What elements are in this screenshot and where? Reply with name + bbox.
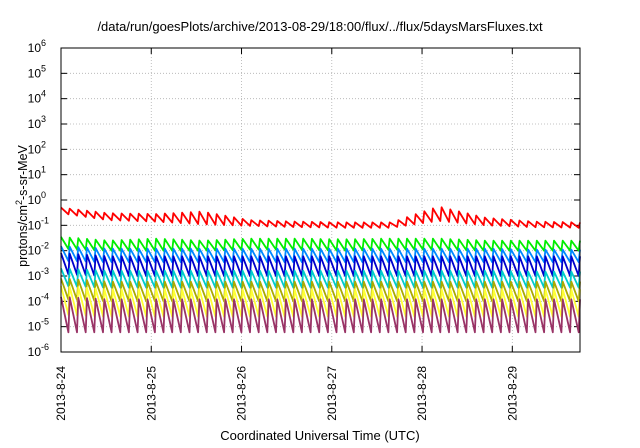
y-tick-label: 10 bbox=[28, 244, 42, 258]
y-tick-label: 10 bbox=[28, 218, 42, 232]
series-line-7 bbox=[60, 296, 581, 334]
y-tick-label: 10 bbox=[28, 117, 42, 131]
y-tick-label: 10 bbox=[28, 269, 42, 283]
series-line-6 bbox=[60, 285, 581, 318]
y-tick-label-exponent: -3 bbox=[41, 266, 49, 276]
y-tick-label: 10 bbox=[28, 92, 42, 106]
y-tick-label: 10 bbox=[28, 41, 42, 55]
y-tick-label: 10 bbox=[28, 294, 42, 308]
x-tick-label: 2013-8-29 bbox=[505, 366, 519, 421]
series-line-1 bbox=[60, 236, 581, 252]
y-tick-label-exponent: -1 bbox=[41, 215, 49, 225]
y-tick-label: 10 bbox=[28, 168, 42, 182]
series-line-4 bbox=[60, 267, 581, 289]
y-tick-label: 10 bbox=[28, 193, 42, 207]
series-line-0 bbox=[60, 206, 581, 229]
y-tick-label: 10 bbox=[28, 320, 42, 334]
y-tick-label-exponent: 1 bbox=[41, 165, 46, 175]
y-tick-label: 10 bbox=[28, 142, 42, 156]
y-tick-label-exponent: 6 bbox=[41, 38, 46, 48]
y-tick-label-exponent: -6 bbox=[41, 342, 49, 352]
y-tick-label-exponent: -4 bbox=[41, 291, 49, 301]
x-tick-label: 2013-8-26 bbox=[235, 366, 249, 421]
y-tick-label-exponent: -5 bbox=[41, 317, 49, 327]
series-line-5 bbox=[60, 278, 581, 303]
y-tick-label-exponent: 2 bbox=[41, 139, 46, 149]
x-tick-label: 2013-8-28 bbox=[415, 366, 429, 421]
y-tick-label-exponent: 4 bbox=[41, 89, 46, 99]
series-line-2 bbox=[60, 245, 581, 264]
y-tick-label: 10 bbox=[28, 345, 42, 359]
x-tick-label: 2013-8-24 bbox=[54, 366, 68, 421]
y-tick-label-exponent: -2 bbox=[41, 241, 49, 251]
chart-title: /data/run/goesPlots/archive/2013-08-29/1… bbox=[97, 19, 543, 34]
y-tick-label-exponent: 0 bbox=[41, 190, 46, 200]
y-tick-label-exponent: 3 bbox=[41, 114, 46, 124]
x-tick-label: 2013-8-27 bbox=[325, 366, 339, 421]
y-tick-label-exponent: 5 bbox=[41, 63, 46, 73]
x-axis-label: Coordinated Universal Time (UTC) bbox=[220, 428, 420, 443]
y-tick-label: 10 bbox=[28, 66, 42, 80]
plot-frame bbox=[60, 47, 581, 353]
series-line-3 bbox=[60, 252, 581, 277]
x-tick-label: 2013-8-25 bbox=[144, 366, 158, 421]
